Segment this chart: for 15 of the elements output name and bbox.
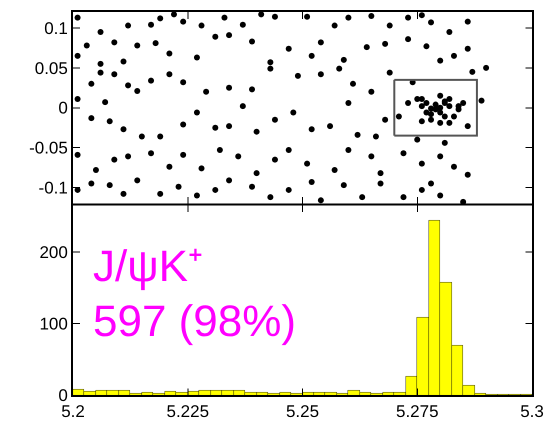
annotation: 597 (98%)	[93, 297, 296, 346]
y-tick-label: 0	[58, 98, 68, 118]
y-tick-label: 200	[39, 242, 68, 262]
y-tick-label: -0.1	[38, 178, 68, 198]
x-tick-label: 5.25	[286, 402, 320, 422]
x-tick-label: 5.275	[396, 402, 439, 422]
y-tick-label: -0.05	[29, 138, 68, 158]
x-tick-label: 5.3	[520, 402, 544, 422]
y-tick-label: 100	[39, 314, 68, 334]
y-tick-label: 0.05	[34, 58, 68, 78]
x-tick-label: 5.2	[61, 402, 85, 422]
annotation: J/ψK⁺	[93, 242, 203, 291]
x-tick-label: 5.225	[166, 402, 210, 422]
y-tick-label: 0.1	[44, 18, 68, 38]
y-tick-label: 0	[58, 386, 68, 405]
